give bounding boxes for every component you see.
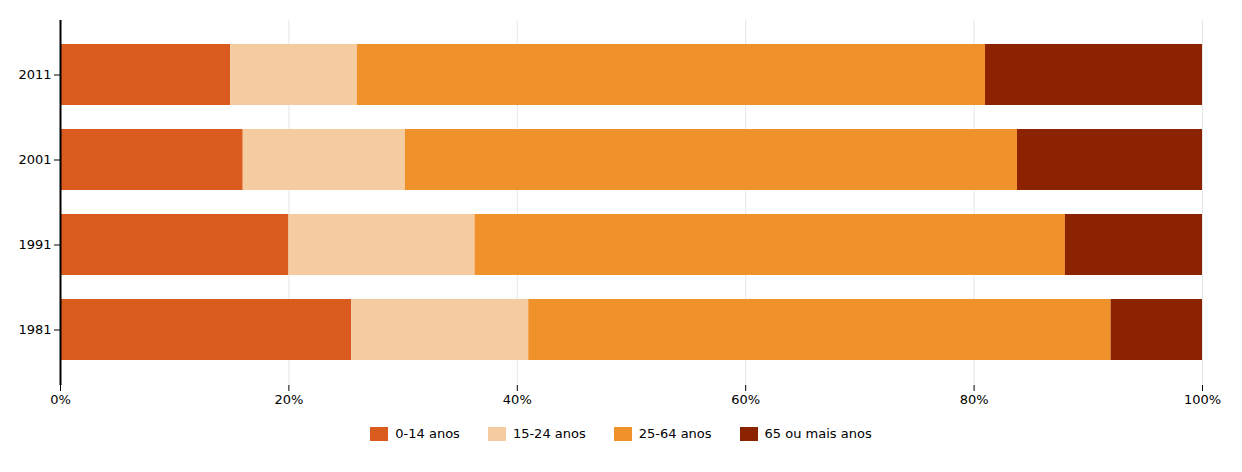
html-text:65 ou mais anos: 65 ou mais anos	[764, 426, 872, 441]
svg-text:1991: 1991	[18, 237, 51, 252]
svg-text:100%: 100%	[1184, 392, 1221, 407]
svg-text:0%: 0%	[50, 392, 71, 407]
html-text:15-24 anos: 15-24 anos	[512, 426, 586, 441]
html-text:0-14 anos: 0-14 anos	[395, 426, 460, 441]
svg-text:40%: 40%	[503, 392, 532, 407]
html-text:25-64 anos: 25-64 anos	[638, 426, 712, 441]
svg-text:20%: 20%	[274, 392, 303, 407]
svg-text:2011: 2011	[18, 67, 51, 82]
svg-text:1981: 1981	[18, 322, 51, 337]
svg-text:60%: 60%	[731, 392, 760, 407]
svg-text:2001: 2001	[18, 152, 51, 167]
svg-text:80%: 80%	[960, 392, 989, 407]
